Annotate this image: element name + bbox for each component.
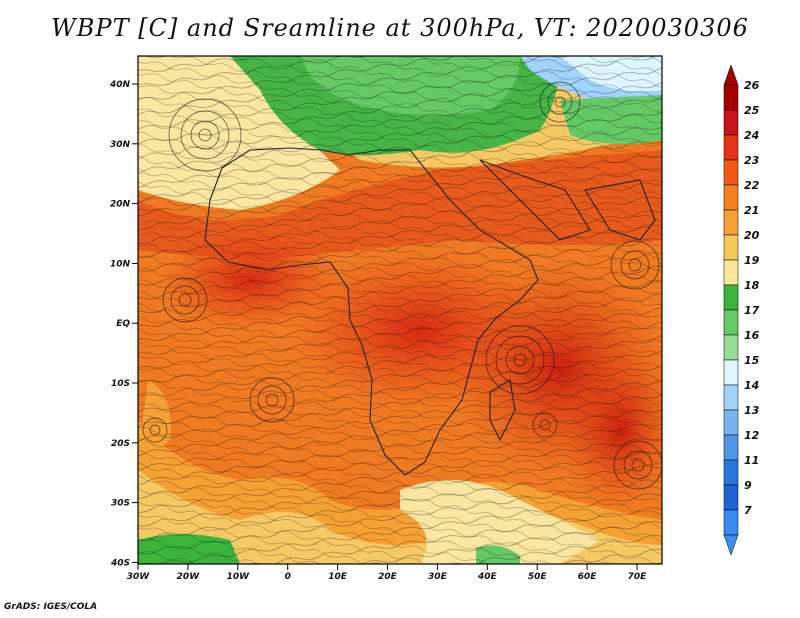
colorbar-label: 7 (744, 504, 752, 517)
colorbar-label: 14 (744, 379, 759, 392)
lat-tick-label: 30S (111, 499, 130, 509)
colorbar-label: 18 (744, 279, 760, 292)
map-frame (137, 55, 663, 565)
colorbar-swatch (723, 434, 739, 461)
colorbar-swatch (723, 259, 739, 286)
colorbar-label: 19 (744, 254, 760, 267)
colorbar-swatch (723, 159, 739, 186)
colorbar-label: 22 (744, 179, 760, 192)
lon-tick-label: 20E (378, 572, 398, 582)
lat-tick-label: 20N (110, 200, 131, 210)
colorbar-label: 15 (744, 354, 760, 367)
colorbar: 26 25 24 23 22 21 20 19 18 17 16 15 14 13 12 11 9 7 (723, 64, 760, 556)
colorbar-swatch (723, 459, 739, 486)
colorbar-bottom-arrow (723, 534, 739, 556)
colorbar-label: 25 (744, 104, 760, 117)
colorbar-label: 21 (744, 204, 759, 217)
colorbar-label: 13 (744, 404, 760, 417)
colorbar-label: 20 (744, 229, 760, 242)
lon-tick-label: 50E (528, 572, 548, 582)
colorbar-label: 26 (744, 79, 760, 92)
lat-tick-label: 20S (111, 439, 130, 449)
colorbar-label: 23 (744, 154, 760, 167)
lon-tick-label: 10W (227, 572, 251, 582)
colorbar-swatch (723, 84, 739, 111)
lat-tick-label: 40N (109, 80, 131, 90)
colorbar-swatch (723, 209, 739, 236)
lon-tick-label: 30E (428, 572, 448, 582)
colorbar-label: 16 (744, 329, 760, 342)
colorbar-swatch (723, 334, 739, 361)
lon-tick-label: 30W (127, 572, 151, 582)
colorbar-swatch (723, 134, 739, 161)
latitude-axis: 40N 30N 20N 10N EQ 10S 20S 30S 40S (109, 80, 138, 568)
colorbar-swatch (723, 484, 739, 511)
colorbar-swatch (723, 184, 739, 211)
wbpt-field (138, 56, 662, 564)
colorbar-swatch (723, 309, 739, 336)
map-title: WBPT [C] and Sreamline at 300hPa, VT: 20… (51, 14, 749, 42)
lon-tick-label: 70E (628, 572, 648, 582)
colorbar-swatch (723, 384, 739, 411)
colorbar-swatch (723, 109, 739, 136)
grads-credit: GrADS: IGES/COLA (4, 602, 98, 612)
longitude-axis: 30W 20W 10W 0 10E 20E 30E 40E 50E 60E 70E (127, 564, 647, 582)
colorbar-label: 17 (744, 304, 760, 317)
lon-tick-label: 10E (328, 572, 348, 582)
lon-tick-label: 0 (285, 572, 291, 582)
lat-tick-label: 40S (110, 558, 130, 568)
lat-tick-label: EQ (116, 319, 130, 329)
lon-tick-label: 40E (477, 572, 498, 582)
lon-tick-label: 20W (177, 572, 201, 582)
colorbar-top-arrow (723, 64, 739, 86)
colorbar-label: 12 (744, 429, 760, 442)
colorbar-label: 9 (744, 479, 752, 492)
colorbar-swatch (723, 359, 739, 386)
colorbar-swatch (723, 409, 739, 436)
colorbar-swatch (723, 509, 739, 536)
lon-tick-label: 60E (578, 572, 598, 582)
lat-tick-label: 10N (110, 259, 131, 269)
lat-tick-label: 10S (111, 379, 130, 389)
colorbar-label: 11 (744, 454, 759, 467)
colorbar-swatch (723, 234, 739, 261)
colorbar-label: 24 (744, 129, 759, 142)
lat-tick-label: 30N (110, 140, 131, 150)
colorbar-swatch (723, 284, 739, 311)
